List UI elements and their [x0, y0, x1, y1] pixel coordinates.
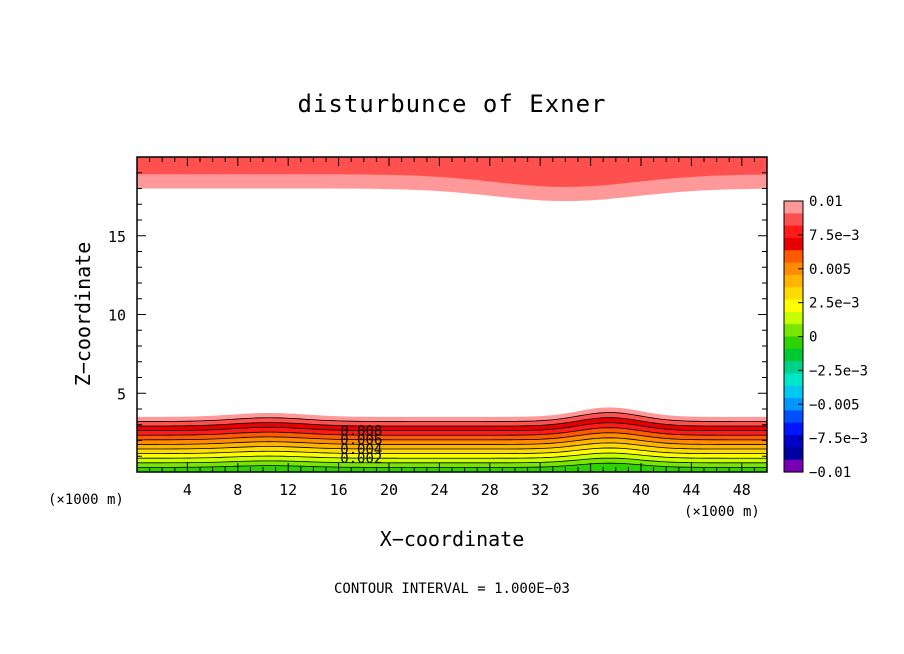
- y-tick-label: 15: [108, 228, 126, 246]
- colorbar-label: −0.005: [809, 397, 860, 413]
- colorbar-swatch: [784, 435, 803, 448]
- x-tick-label: 24: [430, 481, 448, 499]
- x-tick-label: 28: [481, 481, 499, 499]
- colorbar-label: 2.5e−3: [809, 296, 860, 312]
- contour-line: [137, 432, 767, 441]
- colorbar-label: 7.5e−3: [809, 228, 860, 244]
- x-tick-label: 8: [233, 481, 242, 499]
- contour-label: 0.006: [340, 433, 382, 449]
- colorbar: 0.01 7.5e−3 0.005 2.5e−3 0 −2.5e−3 −0.005 −7.5e…: [783, 194, 868, 481]
- colorbar-swatch: [784, 324, 803, 338]
- contour-band: [137, 157, 767, 187]
- colorbar-swatch: [784, 225, 803, 239]
- x-unit-left: (×1000 m): [48, 492, 124, 508]
- contour-line: [137, 457, 767, 464]
- colorbar-swatch: [784, 201, 803, 214]
- y-axis: 5 10 15: [108, 172, 767, 457]
- colorbar-swatch: [784, 373, 803, 387]
- x-tick-label: 40: [632, 481, 650, 499]
- colorbar-swatch: [784, 262, 803, 276]
- contour-label: 0.008: [340, 424, 382, 440]
- contour-line: [136, 452, 767, 459]
- colorbar-swatch: [784, 299, 803, 313]
- x-tick-label: 4: [183, 481, 192, 499]
- colorbar-swatch: [784, 447, 803, 461]
- y-tick-label: 10: [108, 307, 126, 325]
- contour-interval-footer: CONTOUR INTERVAL = 1.000E−03: [334, 581, 570, 597]
- colorbar-swatch: [784, 250, 803, 264]
- colorbar-label: 0.005: [809, 262, 851, 278]
- contour-line: [136, 427, 767, 436]
- colorbar-swatch: [784, 287, 803, 301]
- colorbar-swatch: [784, 336, 803, 350]
- colorbar-label: −7.5e−3: [809, 431, 868, 447]
- x-axis-label: X−coordinate: [380, 527, 525, 551]
- x-tick-label: 20: [380, 481, 398, 499]
- x-tick-label: 12: [279, 481, 297, 499]
- colorbar-swatch: [784, 459, 803, 473]
- colorbar-swatch: [784, 410, 803, 424]
- contour-line: [137, 442, 767, 450]
- colorbar-label: 0.01: [809, 194, 843, 210]
- contour-line: [137, 447, 767, 455]
- chart-title: disturbunce of Exner: [298, 90, 607, 118]
- colorbar-label: 0: [809, 330, 817, 346]
- contour-label: 0.002: [340, 451, 382, 467]
- contour-fill: [137, 157, 767, 472]
- contour-label: 0.004: [340, 442, 382, 458]
- colorbar-swatch: [784, 361, 803, 375]
- colorbar-swatch: [784, 274, 803, 288]
- contour-line: [137, 437, 767, 445]
- x-tick-label: 36: [582, 481, 600, 499]
- colorbar-label: −0.01: [809, 465, 851, 481]
- contour-line: [137, 422, 767, 432]
- y-axis-label: Z−coordinate: [71, 242, 95, 387]
- colorbar-swatch: [784, 385, 803, 399]
- colorbar-swatch: [784, 311, 803, 325]
- x-tick-label: 48: [733, 481, 751, 499]
- x-unit-right: (×1000 m): [684, 504, 760, 520]
- y-tick-label: 5: [117, 385, 126, 403]
- colorbar-swatch: [784, 348, 803, 362]
- x-tick-label: 16: [330, 481, 348, 499]
- colorbar-swatch: [784, 213, 803, 227]
- contour-line: [137, 417, 767, 427]
- colorbar-swatch: [784, 237, 803, 251]
- colorbar-swatch: [784, 398, 803, 412]
- x-axis: 4 8 12 16 20 24 28 32 36 40 44 48: [149, 157, 755, 499]
- colorbar-swatch: [784, 422, 803, 436]
- contour-line: [137, 412, 767, 422]
- colorbar-label: −2.5e−3: [809, 363, 868, 379]
- x-tick-label: 44: [682, 481, 700, 499]
- x-tick-label: 32: [531, 481, 549, 499]
